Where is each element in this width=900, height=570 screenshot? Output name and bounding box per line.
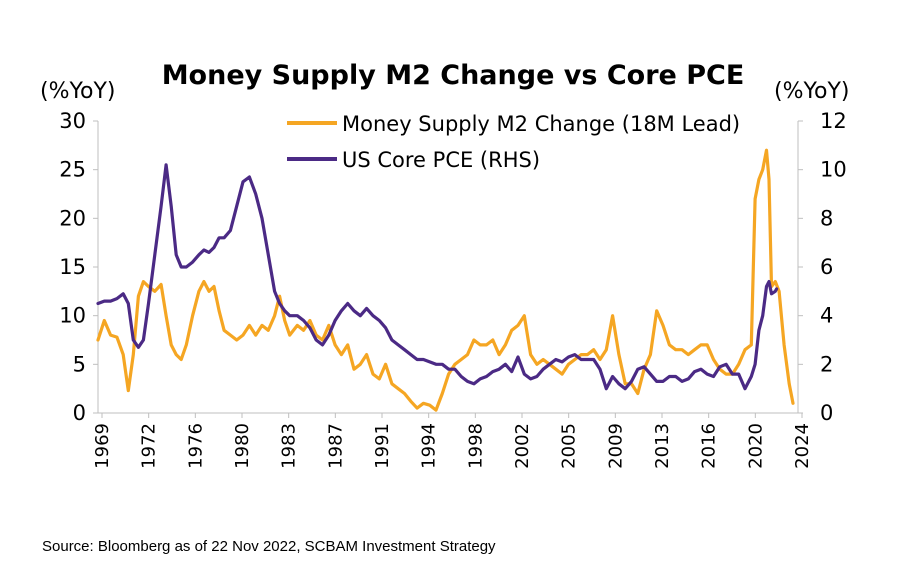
x-tick-label: 2005 (559, 423, 580, 469)
x-tick-label: 2002 (512, 423, 533, 469)
series-line-m2-change (96, 148, 795, 412)
legend-label-core-pce: US Core PCE (RHS) (342, 148, 540, 172)
right-tick-label: 2 (820, 352, 833, 376)
chart: Money Supply M2 Change vs Core PCE (%YoY… (40, 60, 850, 469)
x-tick-label: 1972 (139, 423, 160, 469)
x-tick-label: 2024 (792, 423, 813, 469)
x-tick-label: 1969 (92, 423, 113, 469)
left-tick-label: 20 (59, 206, 86, 230)
legend: Money Supply M2 Change (18M Lead) US Cor… (287, 112, 740, 172)
x-tick-label: 1991 (372, 423, 393, 469)
x-tick-label: 1987 (325, 423, 346, 469)
x-tick-label: 2020 (745, 423, 766, 469)
right-tick-label: 8 (820, 206, 833, 230)
left-tick-label: 10 (59, 304, 86, 328)
left-tick-label: 15 (59, 255, 86, 279)
axes: 0 5 10 15 20 25 30 0 2 4 6 8 10 12 1969 1972 1976 1980 198… (59, 109, 846, 469)
x-tick-label: 1980 (232, 423, 253, 469)
x-tick-label: 1976 (185, 423, 206, 469)
series-line-core-pce (96, 163, 779, 391)
x-tick-label: 1998 (465, 423, 486, 469)
x-tick-label: 1983 (279, 423, 300, 469)
left-tick-label: 5 (73, 352, 86, 376)
chart-title: Money Supply M2 Change vs Core PCE (162, 60, 745, 91)
right-axis-label: (%YoY) (774, 79, 850, 104)
right-tick-label: 12 (820, 109, 847, 133)
x-tick-label: 2009 (605, 423, 626, 469)
right-tick-label: 0 (820, 401, 833, 425)
x-tick-label: 2016 (699, 423, 720, 469)
left-tick-label: 0 (73, 401, 86, 425)
x-tick-label: 1994 (419, 423, 440, 469)
source-note: Source: Bloomberg as of 22 Nov 2022, SCB… (42, 538, 496, 555)
right-tick-label: 4 (820, 304, 833, 328)
right-tick-label: 10 (820, 158, 847, 182)
right-tick-label: 6 (820, 255, 833, 279)
x-tick-label: 2013 (652, 423, 673, 469)
legend-label-m2: Money Supply M2 Change (18M Lead) (342, 112, 740, 136)
series-layer (96, 148, 795, 412)
left-tick-label: 30 (59, 109, 86, 133)
left-tick-label: 25 (59, 158, 86, 182)
left-axis-label: (%YoY) (40, 79, 116, 104)
